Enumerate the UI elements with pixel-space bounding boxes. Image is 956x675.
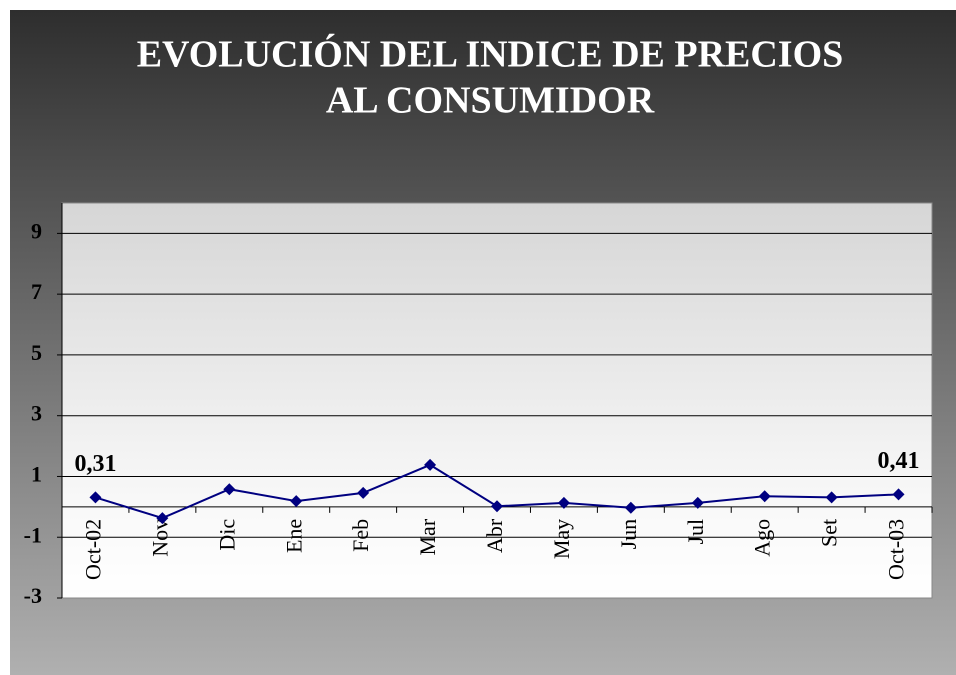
y-tick-label: 1 — [31, 462, 42, 487]
data-point — [290, 495, 303, 508]
x-tick-label: May — [549, 519, 574, 559]
x-tick-label: Ago — [750, 519, 775, 557]
data-point — [424, 458, 437, 471]
data-label: 0,31 — [74, 451, 116, 477]
y-tick-label: 5 — [31, 340, 42, 365]
y-tick-label: 9 — [31, 218, 42, 243]
data-point — [156, 512, 169, 525]
chart-subtitle: AL CONSUMIDOR — [326, 80, 655, 122]
data-point — [491, 500, 503, 513]
x-tick-label: Jul — [683, 519, 708, 545]
data-point — [825, 491, 838, 504]
y-tick-label: -3 — [24, 583, 42, 608]
data-point — [557, 496, 570, 509]
x-tick-label: Nov — [147, 519, 172, 557]
x-tick-label: Dic — [214, 519, 239, 551]
data-point — [892, 488, 905, 501]
chart-title: EVOLUCIÓN DEL INDICE DE PRECIOS — [137, 34, 844, 76]
x-tick-label: Abr — [482, 518, 507, 553]
x-tick-label: Mar — [415, 518, 440, 555]
data-point — [691, 496, 704, 509]
x-tick-label: Feb — [348, 519, 373, 552]
x-tick-label: Jun — [616, 519, 641, 550]
x-tick-label: Ene — [281, 519, 306, 553]
x-tick-label: Set — [817, 519, 842, 547]
x-tick-label: Oct-03 — [884, 519, 909, 580]
data-point — [758, 490, 771, 503]
data-point — [357, 486, 370, 499]
data-point — [89, 491, 102, 504]
x-tick-label: Oct-02 — [81, 519, 106, 580]
plot-area — [61, 202, 933, 599]
y-tick-label: 7 — [31, 279, 42, 304]
y-tick-label: -1 — [24, 522, 42, 547]
data-point — [624, 501, 637, 514]
y-tick-label: 3 — [31, 401, 42, 426]
data-label: 0,41 — [878, 448, 920, 474]
data-point — [223, 483, 236, 496]
